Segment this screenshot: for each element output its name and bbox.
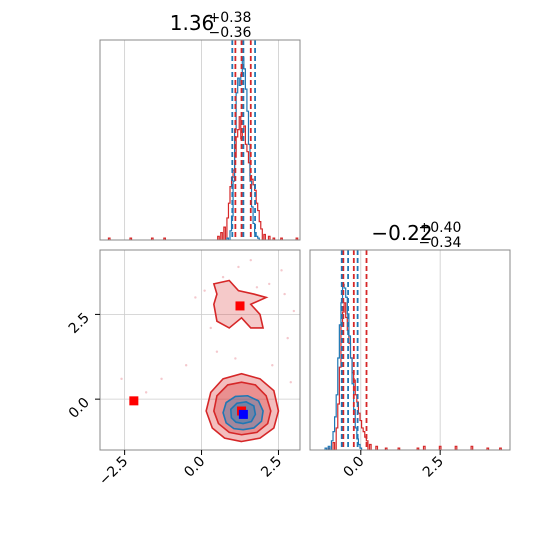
x-tick-label: 2.5 (420, 454, 447, 481)
title-upper: +0.40 (419, 220, 462, 236)
scatter-point (144, 391, 148, 394)
scatter-point (120, 377, 123, 381)
scatter-point (280, 269, 283, 272)
y-tick-label: 2.5 (66, 310, 93, 337)
panel-bottom-right-histogram: −0.22+0.40−0.34 0.0 2.5 (309, 220, 511, 481)
x-tick-label: 2.5 (258, 454, 285, 481)
panel-bottom-left-scatter: −2.5 0.0 2.5 0.0 2.5 (66, 249, 301, 489)
histogram-blue (324, 283, 363, 450)
scatter-point (194, 296, 197, 299)
marker-blue (238, 409, 248, 419)
title-lower: −0.34 (419, 235, 462, 251)
title-upper: +0.38 (209, 10, 252, 26)
scatter-point (249, 258, 252, 262)
scatter-point (234, 357, 237, 360)
title-main: 1.36 (170, 11, 215, 35)
scatter-point (237, 265, 240, 269)
axes-frame (99, 249, 301, 451)
scatter-point (255, 286, 259, 289)
axes-frame (309, 249, 511, 451)
x-tick-label: 0.0 (181, 454, 208, 481)
scatter-point (184, 364, 188, 367)
scatter-point (160, 377, 163, 381)
scatter-point (283, 292, 286, 296)
scatter-point (292, 309, 296, 313)
axes-frame (99, 39, 301, 241)
scatter-point (203, 289, 206, 292)
marker-red (129, 396, 139, 406)
scatter-point (209, 326, 212, 330)
scatter-point (221, 275, 225, 279)
title-main: −0.22 (371, 221, 432, 245)
x-tick-label: 0.0 (341, 454, 368, 481)
scatter-point (215, 350, 219, 353)
y-tick-label: 0.0 (66, 395, 93, 422)
panel-top-left-histogram: 1.36+0.38−0.36 (99, 10, 301, 241)
title-lower: −0.36 (209, 25, 252, 41)
marker-red (235, 301, 245, 311)
scatter-point (286, 336, 289, 340)
histogram-red (327, 302, 502, 450)
scatter-point (271, 364, 274, 367)
histogram-red (107, 116, 299, 240)
scatter-point (289, 381, 292, 384)
x-tick-label: −2.5 (96, 454, 131, 489)
scatter-point (268, 282, 271, 286)
